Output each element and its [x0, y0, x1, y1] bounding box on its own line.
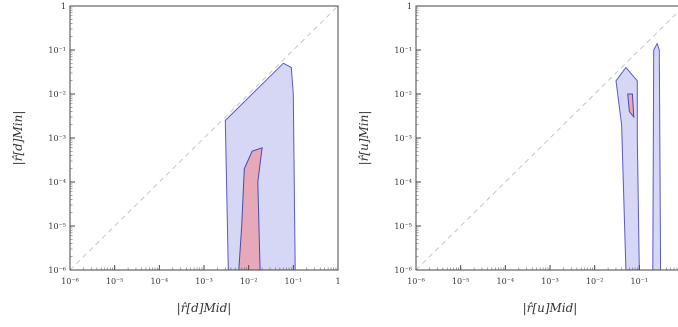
y-tick-label: 10⁻⁵: [48, 222, 66, 231]
x-tick-label: 1: [335, 277, 340, 286]
y-tick-label: 10⁻¹: [394, 46, 412, 55]
y-tick-label: 10⁻⁴: [394, 178, 412, 187]
contour-region-outer-1: [224, 62, 296, 270]
y-tick-label: 1: [407, 2, 412, 11]
x-tick-label: 10⁻⁴: [151, 277, 169, 286]
y-tick-label: 10⁻⁵: [394, 222, 412, 231]
x-tick-label: 10⁻⁶: [407, 277, 425, 286]
x-tick-label: 10⁻³: [195, 277, 213, 286]
x-tick-label: 10⁻²: [586, 277, 604, 286]
y-tick-label: 10⁻²: [394, 90, 412, 99]
y-axis-label: |r̂[u]Min|: [357, 111, 371, 166]
y-tick-label: 10⁻¹: [48, 46, 66, 55]
contour-region-outer-1: [615, 66, 640, 270]
y-tick-label: 10⁻²: [48, 90, 66, 99]
y-tick-label: 10⁻⁶: [394, 266, 412, 275]
contour-region-inner-3: [627, 93, 635, 119]
y-tick-label: 10⁻⁶: [48, 266, 66, 275]
contour-region-outer-2: [652, 42, 662, 270]
y-tick-label: 10⁻³: [394, 134, 412, 143]
y-tick-label: 10⁻³: [48, 134, 66, 143]
y-tick-label: 10⁻⁴: [48, 178, 66, 187]
x-tick-label: 10⁻⁶: [61, 277, 79, 286]
y-axis-label: |r̂[d]Min|: [11, 111, 25, 166]
plot-area: [416, 11, 678, 270]
y-tick-label: 1: [61, 2, 66, 11]
x-tick-label: 10⁻⁵: [106, 277, 124, 286]
panel-1: 10⁻⁶ 10⁻⁵ 10⁻⁴ 10⁻³ 10⁻² 10⁻¹ 1 10⁻⁶ 10⁻⁵ 10⁻⁴ 10⁻…: [11, 2, 341, 315]
x-tick-label: 10⁻²: [240, 277, 258, 286]
x-tick-label: 10⁻¹: [285, 277, 303, 286]
x-axis-label: |r̂[u]Mid|: [523, 301, 578, 315]
panel-2: 10⁻⁶ 10⁻⁵ 10⁻⁴ 10⁻³ 10⁻² 10⁻¹ 1 10⁻⁶ 10⁻⁵ 10⁻⁴ 10⁻…: [357, 2, 678, 315]
x-tick-label: 10⁻⁴: [497, 277, 515, 286]
contour-region-inner-2: [238, 147, 263, 270]
x-tick-label: 10⁻⁵: [452, 277, 470, 286]
diagonal-line: [70, 6, 338, 270]
x-tick-label: 10⁻³: [541, 277, 559, 286]
x-tick-label: 10⁻¹: [631, 277, 649, 286]
x-axis-label: |r̂[d]Mid|: [177, 301, 232, 315]
plot-area: [70, 6, 338, 270]
